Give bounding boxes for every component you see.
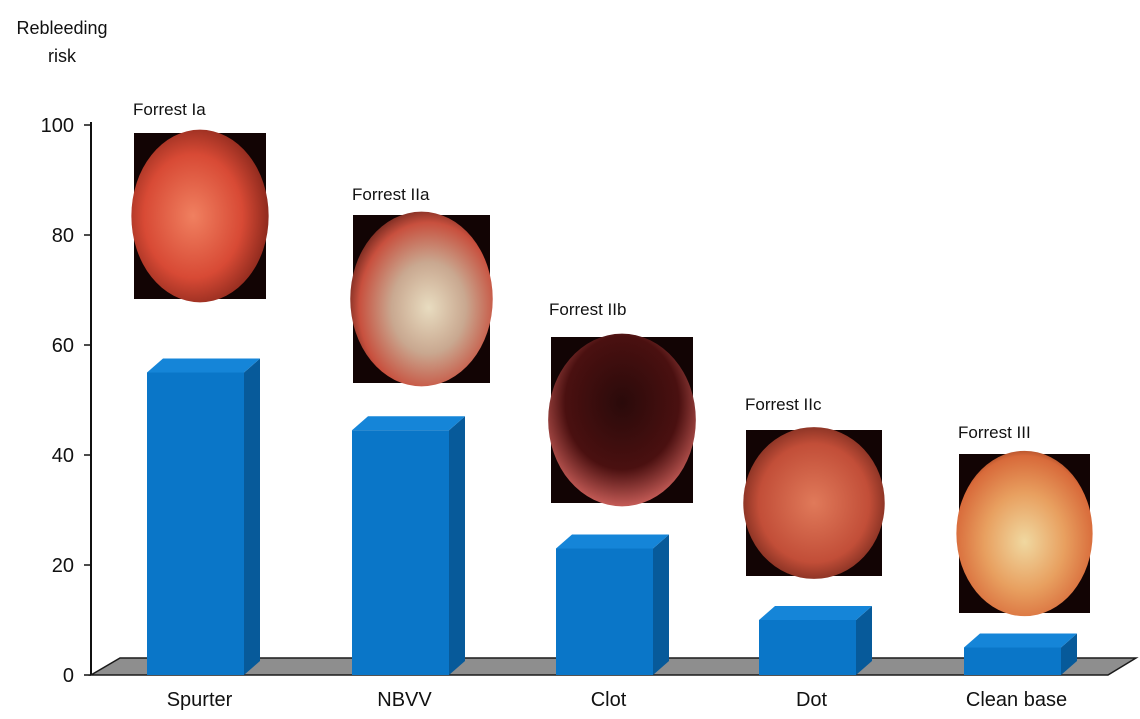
- endoscopy-image: [743, 427, 885, 579]
- bar-top: [759, 606, 872, 620]
- bar-front: [556, 548, 653, 675]
- forrest-class-label: Forrest Ia: [133, 100, 206, 119]
- bar-spurter: [147, 358, 260, 675]
- bar-side: [653, 534, 669, 675]
- bar-top: [964, 633, 1077, 648]
- y-tick-label: 40: [52, 445, 74, 467]
- endoscopy-image: [350, 211, 493, 387]
- forrest-class-label: Forrest IIc: [745, 395, 822, 414]
- bar-clot: [556, 534, 669, 675]
- y-tick-label: 80: [52, 225, 74, 247]
- bar-front: [759, 620, 856, 675]
- y-tick-label: 0: [63, 665, 74, 687]
- bar-top: [556, 534, 669, 549]
- bar-front: [964, 647, 1061, 675]
- forrest-class-label: Forrest III: [958, 423, 1031, 442]
- bar-top: [352, 416, 465, 431]
- x-category-label: Dot: [796, 689, 828, 711]
- bar-front: [352, 430, 449, 675]
- endoscopy-image: [548, 333, 696, 507]
- bar-side: [244, 358, 260, 675]
- y-tick-label: 60: [52, 335, 74, 357]
- x-category-label: Clean base: [966, 689, 1067, 711]
- y-tick-label: 100: [41, 115, 74, 137]
- bar-front: [147, 372, 244, 675]
- bar-clean-base: [964, 633, 1077, 675]
- endoscopy-image: [131, 129, 269, 303]
- y-axis-title-line-2: risk: [48, 46, 77, 66]
- bar-side: [449, 416, 465, 675]
- x-category-label: Clot: [591, 689, 627, 711]
- x-category-label: NBVV: [377, 689, 432, 711]
- y-tick-label: 20: [52, 555, 74, 577]
- bar-side: [856, 606, 872, 675]
- x-category-label: Spurter: [167, 689, 233, 711]
- bar-dot: [759, 606, 872, 675]
- forrest-class-label: Forrest IIa: [352, 185, 430, 204]
- forrest-class-label: Forrest IIb: [549, 300, 626, 319]
- bar-nbvv: [352, 416, 465, 675]
- y-axis-title-line-1: Rebleeding: [16, 18, 107, 38]
- bar-side: [1061, 633, 1077, 675]
- bar-top: [147, 358, 260, 373]
- endoscopy-image: [956, 450, 1093, 617]
